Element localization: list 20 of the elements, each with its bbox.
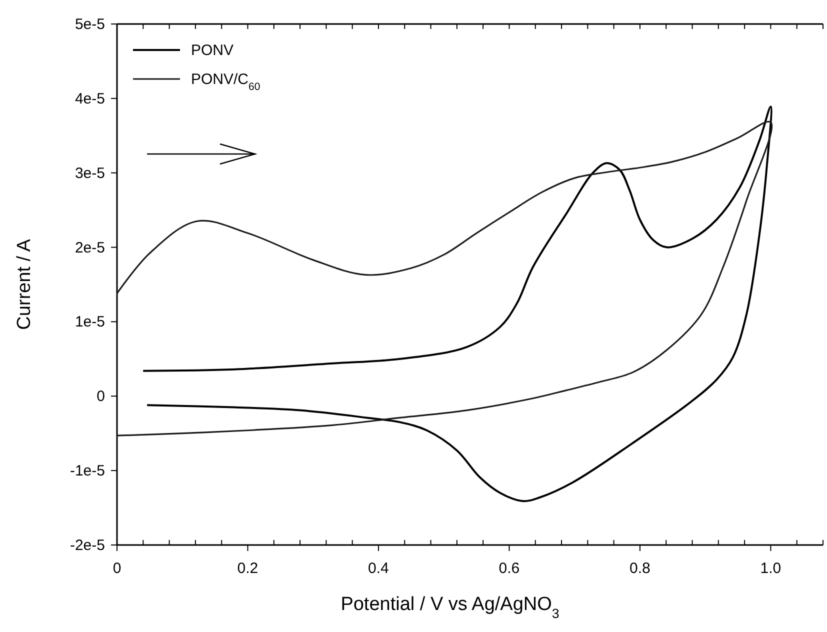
line-series [142,106,772,502]
x-tick-label: 0.2 [237,560,258,577]
y-tick-label: 1e-5 [74,314,105,331]
line-series [116,121,773,436]
y-axis-title: Current / A [14,238,35,330]
legend-label: PONV/C$_{60}$ [191,71,260,93]
y-tick-label: 0 [96,388,105,406]
x-axis-title: Potential / V vs Ag/AgNO$_{3}$ [340,594,560,620]
x-tick-label: 0.6 [498,560,520,577]
x-tick-label: 0 [112,560,122,577]
x-tick-label: 1.0 [760,560,782,577]
y-tick-label: 2e-5 [74,239,105,256]
y-tick-label: 3e-5 [74,164,105,182]
legend-label: PONV [191,42,234,59]
y-tick-label: 4e-5 [74,90,105,108]
y-tick-label: 5e-5 [74,16,105,33]
x-tick-label: 0.8 [630,560,650,577]
y-tick-label: -1e-5 [70,462,105,480]
y-tick-label: -2e-5 [70,537,105,554]
x-tick-label: 0.4 [368,560,389,577]
